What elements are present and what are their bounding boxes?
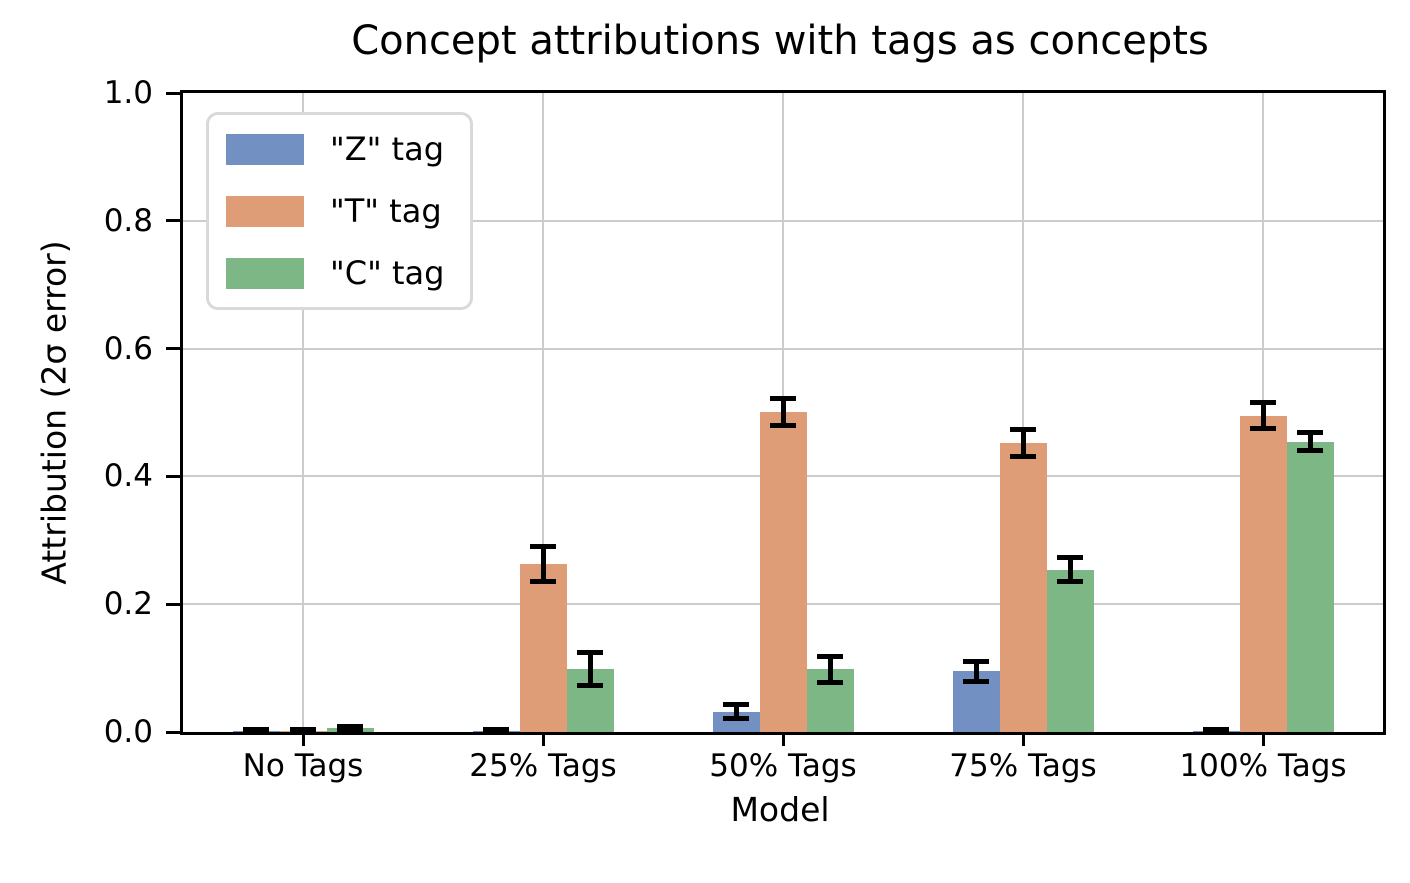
- error-bar-z-tag-75-tags: [973, 661, 979, 682]
- error-bar-cap: [963, 679, 989, 685]
- error-bar-cap: [483, 726, 509, 732]
- y-tick-0.2: [166, 602, 180, 606]
- error-bar-cap: [1203, 729, 1229, 735]
- error-bar-cap: [243, 729, 269, 735]
- error-bar-cap: [963, 658, 989, 664]
- error-bar-cap: [483, 729, 509, 735]
- error-bar-cap: [530, 578, 556, 584]
- x-tick-label-50-tags: 50% Tags: [709, 748, 857, 784]
- error-bar-cap: [770, 395, 796, 401]
- error-bar-c-tag-75-tags: [1067, 557, 1073, 582]
- error-bar-cap: [243, 726, 269, 732]
- x-tick-25-tags: [541, 732, 545, 746]
- bar-c-tag-75-tags: [1046, 569, 1094, 732]
- error-bar-cap: [1297, 448, 1323, 454]
- x-tick-100-tags: [1261, 732, 1265, 746]
- x-axis-label: Model: [730, 790, 830, 829]
- y-tick-label-0.6: 0.6: [103, 330, 153, 367]
- y-tick-0.0: [166, 730, 180, 734]
- y-tick-0.6: [166, 347, 180, 351]
- error-bar-t-tag-100-tags: [1260, 402, 1266, 429]
- error-bar-cap: [1057, 579, 1083, 585]
- bar-t-tag-75-tags: [999, 443, 1047, 732]
- error-bar-c-tag-25-tags: [587, 652, 593, 686]
- error-bar-cap: [337, 727, 363, 733]
- y-tick-1.0: [166, 91, 180, 95]
- legend-swatch-z-tag: [226, 133, 304, 165]
- error-bar-cap: [577, 682, 603, 688]
- y-tick-label-0.2: 0.2: [103, 586, 153, 623]
- legend-item-z-tag: "Z" tag: [226, 130, 444, 168]
- error-bar-cap: [817, 679, 843, 685]
- y-tick-label-0.4: 0.4: [103, 458, 153, 495]
- error-bar-cap: [770, 422, 796, 428]
- legend-label-z-tag: "Z" tag: [330, 130, 444, 168]
- legend: "Z" tag "T" tag "C" tag: [206, 112, 474, 310]
- y-axis-label: Attribution (2σ error): [34, 240, 74, 585]
- error-bar-cap: [290, 729, 316, 735]
- error-bar-cap: [530, 544, 556, 550]
- legend-item-t-tag: "T" tag: [226, 192, 444, 230]
- error-bar-cap: [1010, 454, 1036, 460]
- error-bar-cap: [1057, 555, 1083, 561]
- bar-t-tag-100-tags: [1239, 415, 1287, 732]
- error-bar-c-tag-50-tags: [827, 656, 833, 683]
- error-bar-cap: [723, 716, 749, 722]
- bar-t-tag-50-tags: [759, 411, 807, 732]
- legend-label-t-tag: "T" tag: [330, 192, 442, 230]
- error-bar-cap: [1250, 400, 1276, 406]
- legend-swatch-c-tag: [226, 257, 304, 289]
- error-bar-cap: [1203, 726, 1229, 732]
- legend-item-c-tag: "C" tag: [226, 254, 444, 292]
- legend-label-c-tag: "C" tag: [330, 254, 445, 292]
- gridline-vertical: [542, 93, 544, 732]
- error-bar-cap: [577, 649, 603, 655]
- y-tick-label-1.0: 1.0: [103, 75, 153, 111]
- legend-swatch-t-tag: [226, 195, 304, 227]
- bar-c-tag-100-tags: [1286, 441, 1334, 732]
- y-tick-label-0.0: 0.0: [103, 714, 153, 750]
- x-tick-label-no-tags: No Tags: [242, 748, 364, 784]
- x-tick-75-tags: [1021, 732, 1025, 746]
- gridline-vertical: [302, 93, 304, 732]
- error-bar-cap: [337, 723, 363, 729]
- y-tick-0.4: [166, 474, 180, 478]
- x-tick-50-tags: [781, 732, 785, 746]
- error-bar-cap: [723, 702, 749, 708]
- error-bar-cap: [1010, 427, 1036, 433]
- error-bar-cap: [290, 726, 316, 732]
- x-tick-label-100-tags: 100% Tags: [1179, 748, 1347, 784]
- bar-t-tag-25-tags: [519, 563, 567, 732]
- error-bar-t-tag-25-tags: [540, 546, 546, 582]
- error-bar-cap: [1297, 430, 1323, 436]
- x-tick-label-75-tags: 75% Tags: [949, 748, 1097, 784]
- error-bar-c-tag-100-tags: [1307, 432, 1313, 451]
- x-tick-label-25-tags: 25% Tags: [469, 748, 617, 784]
- y-tick-0.8: [166, 219, 180, 223]
- x-tick-no-tags: [301, 732, 305, 746]
- gridline-vertical: [1022, 93, 1024, 732]
- error-bar-cap: [1250, 425, 1276, 431]
- y-tick-label-0.8: 0.8: [103, 202, 153, 239]
- error-bar-cap: [817, 654, 843, 660]
- chart-title: Concept attributions with tags as concep…: [351, 18, 1209, 64]
- error-bar-t-tag-50-tags: [780, 398, 786, 426]
- plot-area: "Z" tag "T" tag "C" tag No Tags 25% Tags 50%…: [104, 75, 1386, 784]
- error-bar-z-tag-50-tags: [733, 704, 739, 719]
- error-bar-t-tag-75-tags: [1020, 429, 1026, 457]
